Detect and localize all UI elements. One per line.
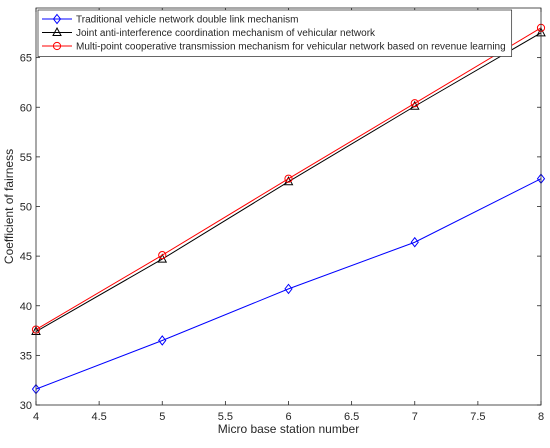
series-1-point [410,236,419,248]
series-2-point [283,176,294,186]
axes-layer: 4 4.5 5 5.5 6 6.5 7 7.5 8 30 35 40 45 50 55 60 65 [20,7,544,423]
series-3-line [35,27,542,331]
plot-area-background [36,8,541,405]
y-tick-label: 55 [20,152,32,164]
y-tick-label: 30 [20,400,32,412]
x-tick-label: 5.5 [218,411,233,423]
legend-swatch-marker-1 [52,13,62,25]
series-1-point [284,283,293,295]
legend: Traditional vehicle network double link … [37,9,513,57]
legend-swatch-marker-3 [52,41,62,51]
legend-box [37,9,513,57]
x-tick-label: 8 [538,411,544,423]
series-layer [31,23,546,395]
x-axis-title: Micro base station number [218,422,359,436]
x-tick-label: 4.5 [91,411,106,423]
y-tick-label: 60 [20,102,32,114]
series-3-point [410,99,419,108]
y-tick-label: 50 [20,202,32,214]
x-tick-label: 4 [33,411,39,423]
x-tick-label: 6.5 [344,411,359,423]
legend-label-2: Joint anti-interference coordination mec… [76,28,376,39]
series-3-point [284,174,293,183]
legend-label-3: Multi-point cooperative transmission mec… [76,42,506,53]
series-1-point [158,335,167,346]
series-2-line [35,32,542,332]
legend-label-1: Traditional vehicle network double link … [76,15,299,26]
x-tick-label: 5 [159,411,165,423]
y-tick-label: 35 [20,350,32,362]
y-axis-title: Coefficient of fairness [2,149,16,264]
x-tick-label: 7.5 [470,411,485,423]
series-3-point [158,251,167,260]
y-tick-label: 65 [20,53,32,65]
series-1-line [35,178,542,390]
y-tick-label: 45 [20,251,32,263]
x-tick-label: 6 [285,411,291,423]
y-tick-label: 40 [20,301,32,313]
series-2-point [409,100,420,110]
x-tick-label: 7 [412,411,418,423]
legend-swatch-marker-2 [52,26,62,36]
